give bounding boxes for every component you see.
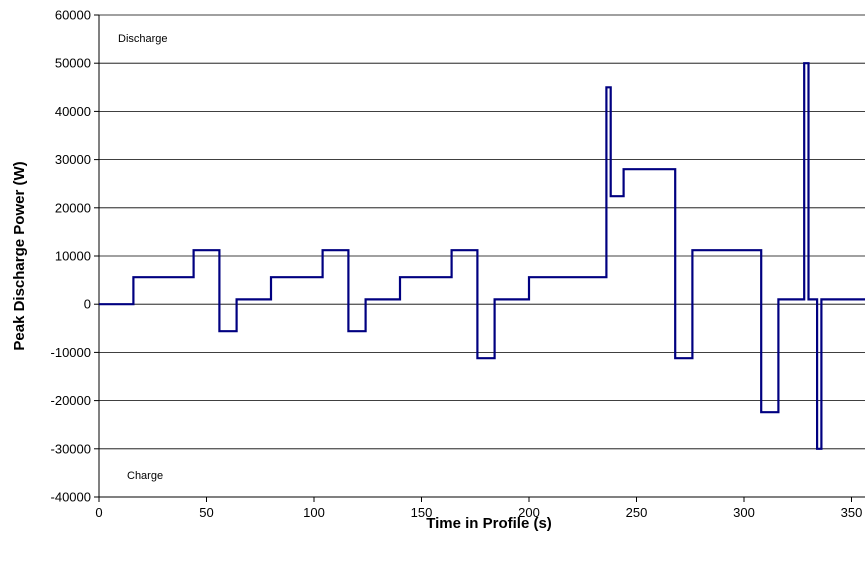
x-tick-label: 0 [95, 505, 102, 520]
annotation-discharge: Discharge [118, 33, 168, 45]
y-tick-label: -40000 [51, 490, 91, 505]
y-tick-label: -10000 [51, 345, 91, 360]
y-tick-label: -20000 [51, 393, 91, 408]
axes [94, 14, 865, 502]
x-tick-label: 100 [303, 505, 325, 520]
y-tick-label: 60000 [55, 8, 91, 23]
x-tick-label: 200 [518, 505, 540, 520]
x-axis-title: Time in Profile (s) [426, 515, 552, 532]
series-layer [99, 62, 865, 450]
series-line [99, 62, 865, 450]
x-tick-label: 300 [733, 505, 755, 520]
x-tick-label: 150 [411, 505, 433, 520]
x-tick-label: 250 [626, 505, 648, 520]
y-tick-label: -30000 [51, 441, 91, 456]
annotation-charge: Charge [127, 470, 163, 482]
tick-labels: -40000 -30000 -20000 -10000 0 10000 20000 30000… [51, 8, 863, 521]
y-tick-label: 30000 [55, 152, 91, 167]
y-axis-title: Peak Discharge Power (W) [11, 161, 28, 350]
y-tick-label: 10000 [55, 249, 91, 264]
x-tick-label: 50 [199, 505, 213, 520]
gridlines [99, 14, 865, 450]
y-tick-label: 40000 [55, 104, 91, 119]
x-tick-label: 350 [841, 505, 863, 520]
y-tick-label: 0 [84, 297, 91, 312]
y-tick-label: 20000 [55, 200, 91, 215]
y-tick-label: 50000 [55, 56, 91, 71]
